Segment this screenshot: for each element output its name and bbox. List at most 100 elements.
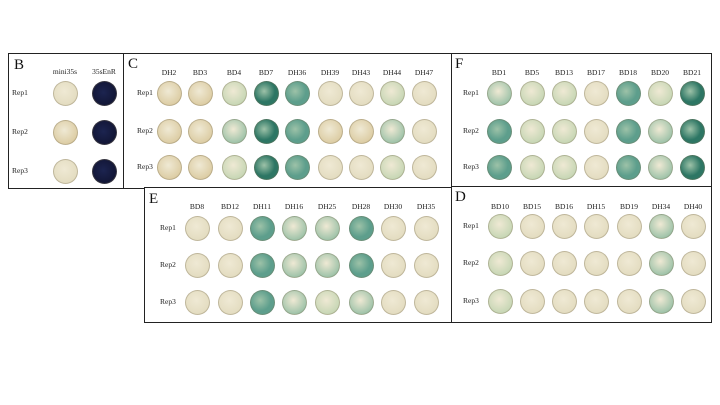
well-E-dh16-rep1 [281,215,307,241]
panel-label-D: D [455,189,466,205]
column-label-D-dh34: DH34 [651,202,671,211]
column-label-B-mini35s: mini35s [52,67,78,76]
well-D-bd15-rep2 [519,250,545,276]
well-F-bd18-rep2 [615,118,641,144]
well-F-bd17-rep1 [583,80,609,106]
column-label-C-dh36: DH36 [287,68,307,77]
well-C-dh44-rep3 [379,154,405,180]
well-E-dh35-rep1 [413,215,439,241]
well-F-bd21-rep1 [679,80,705,106]
well-D-bd19-rep2 [616,250,642,276]
well-E-dh16-rep2 [281,252,307,278]
well-C-bd7-rep2 [253,118,279,144]
well-F-bd1-rep2 [486,118,512,144]
well-D-bd19-rep1 [616,213,642,239]
well-E-dh25-rep1 [314,215,340,241]
well-C-dh36-rep3 [284,154,310,180]
well-C-dh44-rep1 [379,80,405,106]
well-F-bd18-rep1 [615,80,641,106]
well-E-dh11-rep3 [249,289,275,315]
row-label-D-rep3: Rep3 [463,296,479,305]
well-C-dh36-rep1 [284,80,310,106]
well-F-bd1-rep1 [486,80,512,106]
well-C-dh47-rep2 [411,118,437,144]
panel-label-B: B [14,57,25,73]
row-label-B-rep3: Rep3 [12,166,28,175]
column-label-D-dh15: DH15 [586,202,606,211]
row-label-D-rep1: Rep1 [463,221,479,230]
well-E-dh30-rep2 [380,252,406,278]
well-C-dh43-rep2 [348,118,374,144]
well-B-mini35s-rep3 [52,158,78,184]
well-C-bd3-rep1 [187,80,213,106]
well-D-dh40-rep2 [680,250,706,276]
column-label-E-dh28: DH28 [351,202,371,211]
well-F-bd1-rep3 [486,154,512,180]
well-E-dh16-rep3 [281,289,307,315]
well-D-dh34-rep1 [648,213,674,239]
well-B-35senr-rep1 [91,80,117,106]
well-E-dh25-rep3 [314,289,340,315]
column-label-C-dh47: DH47 [414,68,434,77]
column-label-E-dh16: DH16 [284,202,304,211]
well-D-bd15-rep1 [519,213,545,239]
column-label-D-bd10: BD10 [491,202,509,211]
well-D-bd19-rep3 [616,288,642,314]
column-label-F-bd21: BD21 [683,68,701,77]
well-B-35senr-rep2 [91,119,117,145]
column-label-C-bd4: BD4 [226,68,242,77]
well-D-dh15-rep2 [583,250,609,276]
well-E-dh35-rep2 [413,252,439,278]
column-label-F-bd18: BD18 [619,68,637,77]
well-C-bd7-rep1 [253,80,279,106]
column-label-B-35senr: 35sEnR [92,67,116,76]
row-label-D-rep2: Rep2 [463,258,479,267]
column-label-F-bd17: BD17 [587,68,605,77]
column-label-D-bd19: BD19 [620,202,638,211]
column-label-E-dh11: DH11 [252,202,272,211]
well-B-mini35s-rep1 [52,80,78,106]
panel-label-E: E [149,191,159,207]
row-label-F-rep3: Rep3 [463,162,479,171]
well-F-bd13-rep3 [551,154,577,180]
well-E-bd12-rep2 [217,252,243,278]
well-C-dh39-rep1 [317,80,343,106]
well-D-dh15-rep3 [583,288,609,314]
row-label-F-rep1: Rep1 [463,88,479,97]
column-label-C-dh39: DH39 [320,68,340,77]
panel-label-F: F [455,56,464,72]
column-label-E-bd12: BD12 [221,202,239,211]
well-C-bd7-rep3 [253,154,279,180]
well-E-dh11-rep2 [249,252,275,278]
well-F-bd20-rep2 [647,118,673,144]
well-D-dh15-rep1 [583,213,609,239]
column-label-C-dh43: DH43 [351,68,371,77]
well-F-bd13-rep2 [551,118,577,144]
well-C-dh47-rep1 [411,80,437,106]
row-label-B-rep2: Rep2 [12,127,28,136]
well-C-dh36-rep2 [284,118,310,144]
well-F-bd17-rep2 [583,118,609,144]
well-F-bd5-rep2 [519,118,545,144]
well-E-dh25-rep2 [314,252,340,278]
well-D-bd10-rep1 [487,213,513,239]
well-D-bd10-rep3 [487,288,513,314]
well-C-bd4-rep3 [221,154,247,180]
column-label-E-bd8: BD8 [189,202,205,211]
well-F-bd18-rep3 [615,154,641,180]
column-label-E-dh25: DH25 [317,202,337,211]
well-C-dh39-rep3 [317,154,343,180]
well-E-dh30-rep3 [380,289,406,315]
column-label-F-bd13: BD13 [555,68,573,77]
well-D-dh40-rep1 [680,213,706,239]
well-C-dh2-rep1 [156,80,182,106]
row-label-C-rep1: Rep1 [137,88,153,97]
row-label-E-rep2: Rep2 [160,260,176,269]
well-F-bd20-rep3 [647,154,673,180]
well-C-dh43-rep1 [348,80,374,106]
row-label-F-rep2: Rep2 [463,126,479,135]
row-label-E-rep1: Rep1 [160,223,176,232]
well-D-bd16-rep1 [551,213,577,239]
column-label-F-bd1: BD1 [491,68,507,77]
row-label-B-rep1: Rep1 [12,88,28,97]
